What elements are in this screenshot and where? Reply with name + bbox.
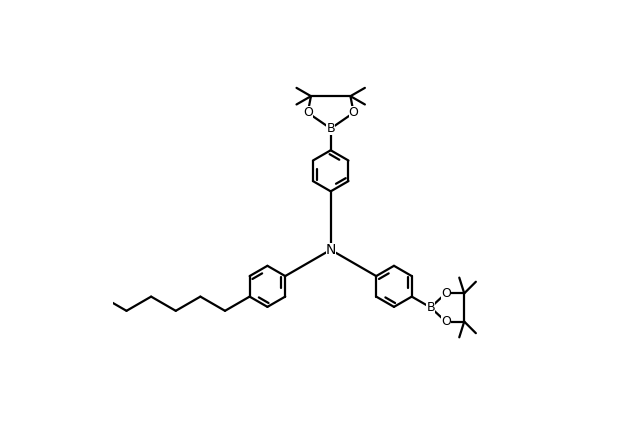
Text: O: O [441, 287, 451, 300]
Text: B: B [426, 301, 435, 314]
Text: B: B [326, 122, 335, 135]
Text: N: N [326, 243, 336, 257]
Text: O: O [303, 106, 313, 119]
Text: O: O [441, 315, 451, 328]
Text: O: O [349, 106, 359, 119]
